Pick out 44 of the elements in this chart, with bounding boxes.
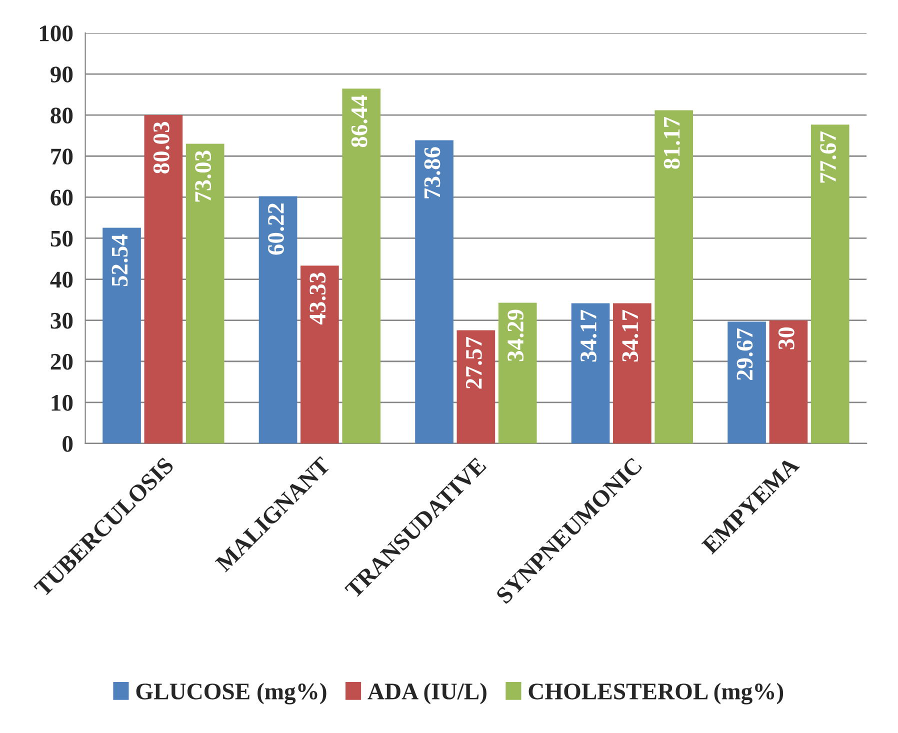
bar [102,228,141,444]
bar [415,140,454,444]
data-label: 34.17 [580,310,597,362]
data-label: 52.54 [112,234,128,286]
data-label: 86.44 [351,95,368,148]
data-label: 80.03 [153,122,170,174]
y-tick-label: 0 [62,436,73,452]
bar [571,303,610,444]
y-tick-label: 50 [50,230,73,247]
y-tick-label: 100 [40,25,73,42]
bar [654,110,694,444]
data-label: 60.22 [268,203,284,255]
bar [342,88,381,444]
bar [300,266,339,444]
y-tick-label: 70 [51,148,73,165]
y-tick-label: 20 [50,354,73,370]
y-tick-label: 30 [50,312,73,329]
data-label: 81.17 [664,117,680,169]
bar [144,114,183,444]
legend-label: GLUCOSE (mg%) [136,682,326,704]
data-label: 77.67 [820,131,836,183]
legend-label: CHOLESTEROL (mg%) [528,682,784,704]
legend-label: ADA (IU/L) [368,682,486,704]
bar [498,302,537,444]
y-tick-label: 60 [50,190,73,206]
y-tick-label: 90 [50,66,73,82]
data-label: 34.17 [622,310,638,362]
bar [258,196,298,444]
data-label: 27.57 [466,337,482,389]
y-tick-label: 10 [52,394,73,411]
data-label: 73.86 [424,147,440,198]
bar [456,330,496,444]
y-tick-label: 40 [50,272,73,288]
data-label: 30 [778,327,794,350]
data-label: 29.67 [736,328,753,380]
data-label: 34.29 [508,310,524,362]
bar [728,322,766,444]
bar [810,124,850,444]
bar [186,144,224,444]
bar [769,320,808,444]
data-label: 43.33 [310,272,326,325]
y-tick-label: 80 [50,108,73,124]
bar [613,303,652,444]
data-label: 73.03 [195,150,212,202]
